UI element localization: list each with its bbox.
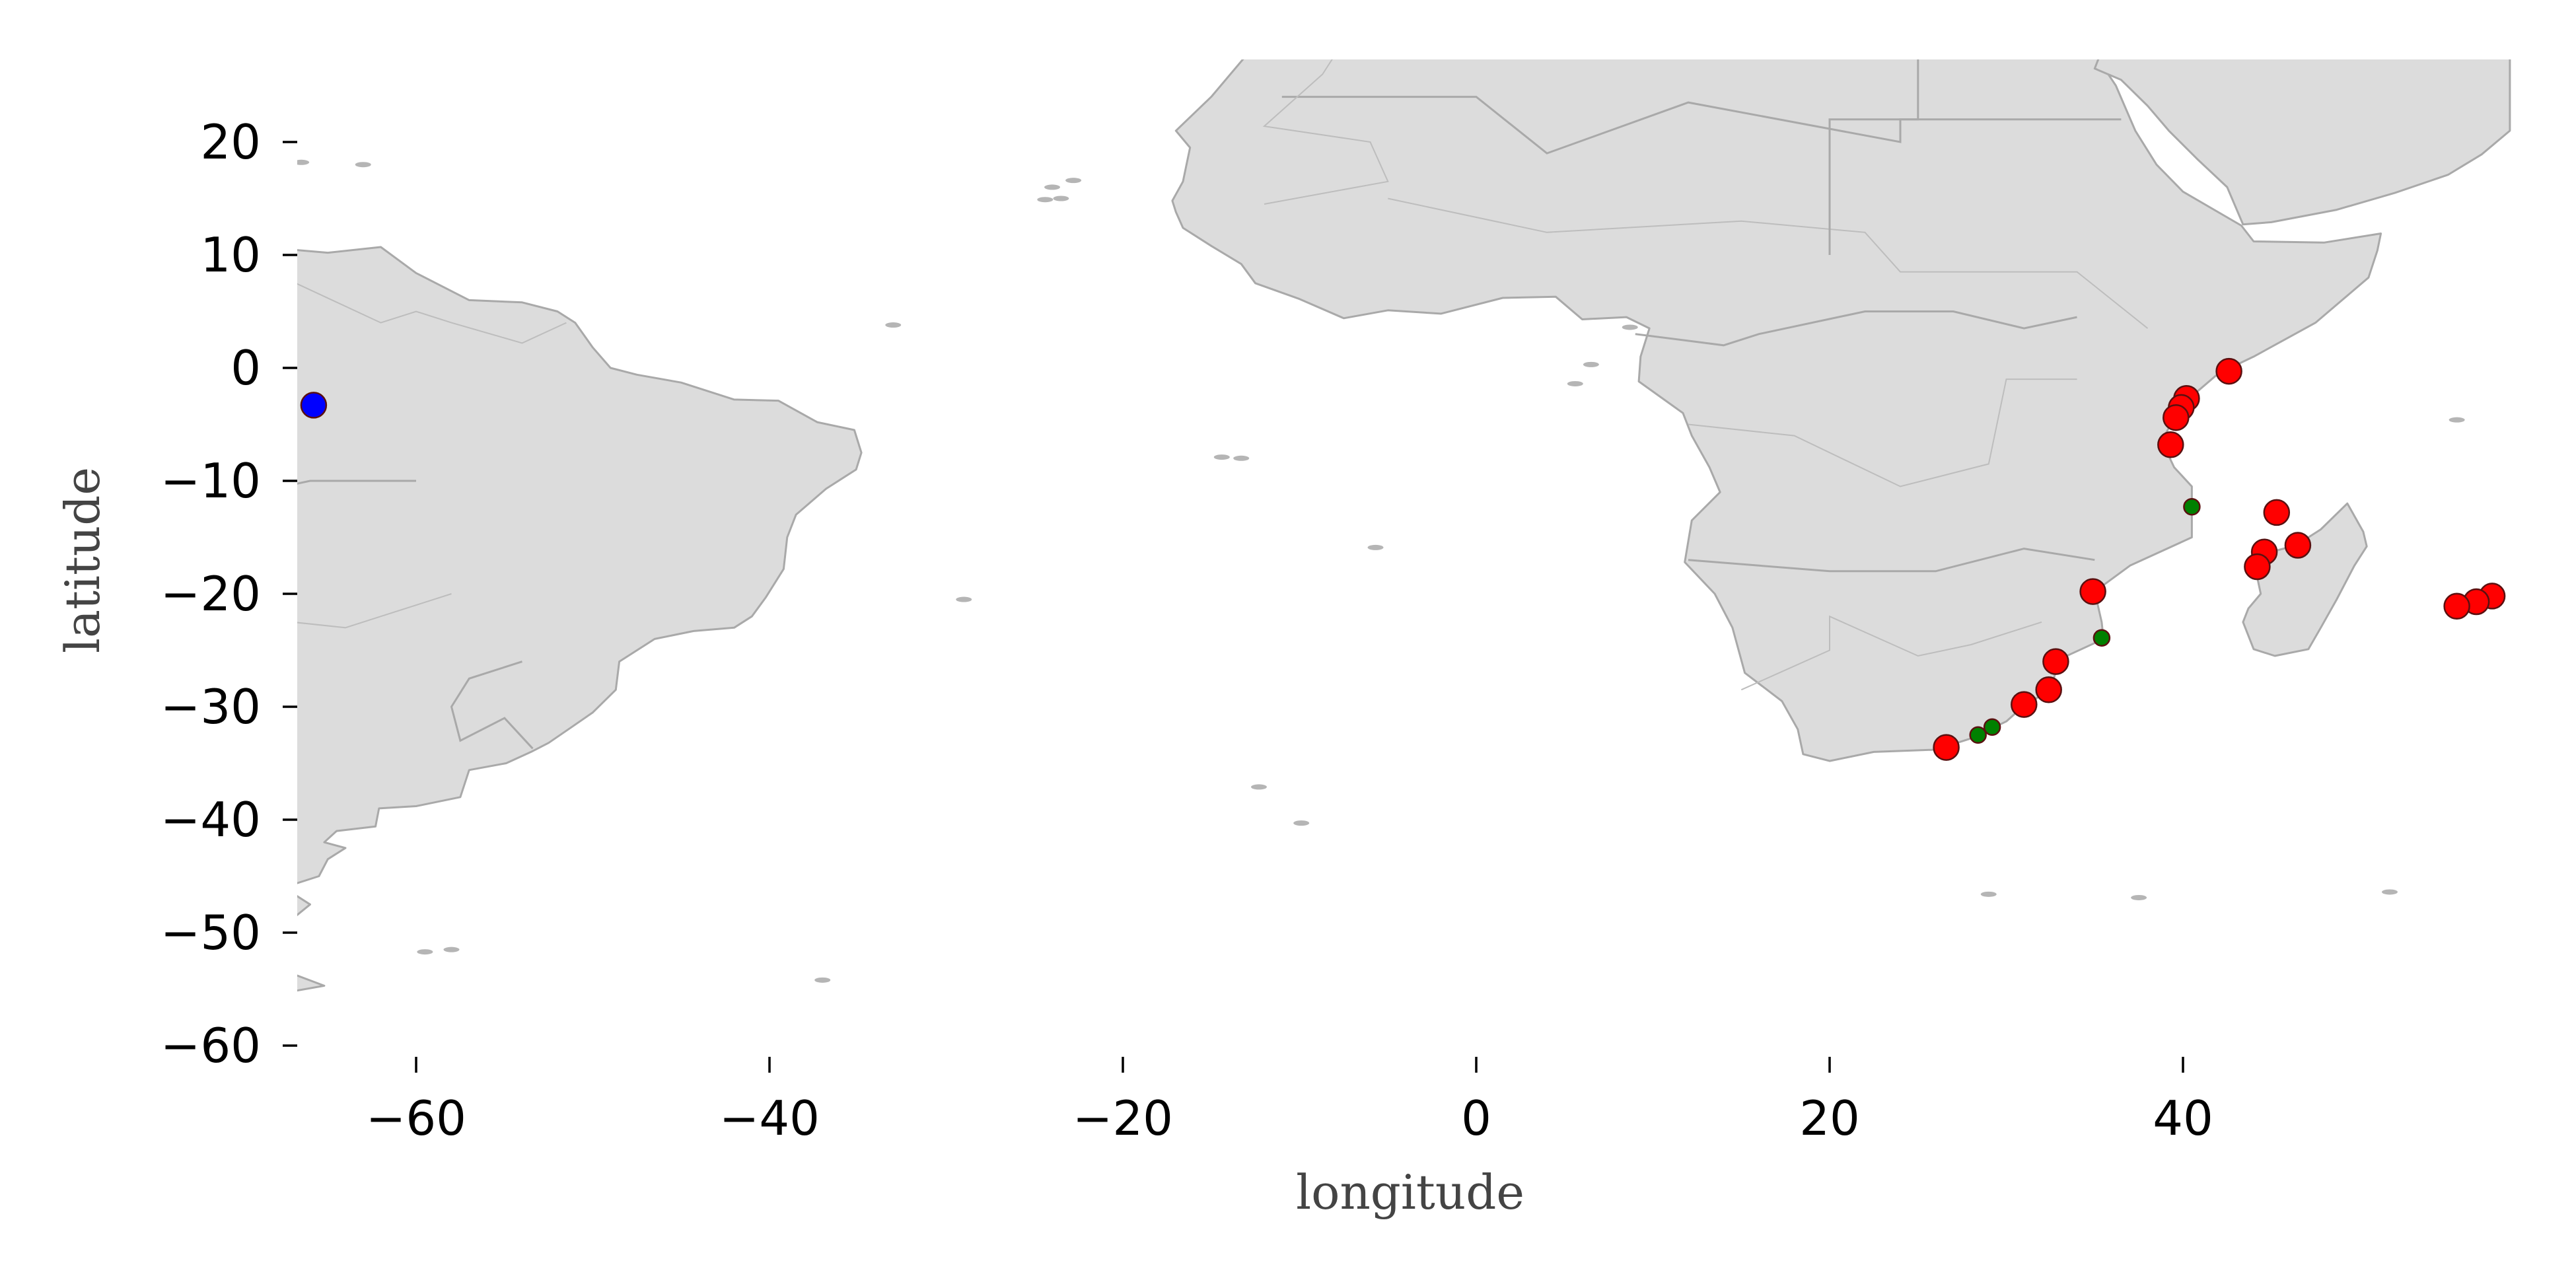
scatter-point [2263,499,2291,526]
country-border [1262,59,1389,205]
x-tick-label: 20 [1799,1091,1860,1146]
scatter-points [300,357,2506,761]
island [1044,184,1060,190]
scatter-point [1983,718,2001,736]
x-axis-ticks: −60 −40 −20 0 20 40 [366,1057,2213,1146]
island [443,947,460,952]
island [1053,196,1069,201]
scatter-point [2035,676,2062,703]
country-border [1828,59,1919,255]
country-border [297,283,567,344]
basemap [297,59,2511,992]
island [1367,544,1384,550]
y-tick-label: −60 [161,1018,261,1073]
y-axis: 20 10 0 −10 −20 −30 −40 −50 −60 latitude [55,114,297,1073]
scatter-point [2163,404,2190,431]
small-islands [297,159,2465,983]
island [1037,197,1054,203]
scatter-point [1933,734,1960,761]
y-tick-label: 10 [200,227,261,283]
y-tick-label: 20 [200,114,261,170]
country-border [1688,548,2095,573]
scatter-point [2079,578,2106,605]
y-tick-label: −50 [161,905,261,960]
island [1583,361,1599,367]
island [1980,891,1997,897]
x-tick-label: 40 [2153,1091,2213,1146]
scatter-point [2157,431,2184,458]
y-tick-label: −10 [161,453,261,509]
scatter-point [2215,357,2242,385]
island [355,162,371,168]
island [1567,380,1583,386]
island [297,159,310,165]
y-axis-label: latitude [55,467,110,653]
scatter-point [2042,648,2069,675]
island [1293,820,1310,826]
x-tick-label: 0 [1461,1091,1491,1146]
scatter-point [2011,691,2038,718]
island [1622,324,1638,330]
country-border [1388,197,2149,329]
scatter-point [300,392,328,419]
island [1250,784,1267,790]
x-tick-label: −60 [366,1091,466,1146]
south-america-landmass [297,246,863,917]
y-tick-label: −20 [161,566,261,622]
country-border [297,480,416,485]
island [885,322,902,328]
country-borders [297,59,2149,750]
country-border [450,661,534,750]
island [1065,178,1082,184]
scatter-point [2284,532,2312,559]
scatter-point [2244,553,2271,581]
arabian-peninsula-landmass [2093,59,2511,226]
island [1213,454,1230,460]
island [956,596,972,602]
scatter-point [1969,726,1987,744]
country-border [1635,310,2077,347]
y-axis-ticks: 20 10 0 −10 −20 −30 −40 −50 −60 [161,114,297,1073]
x-axis: −60 −40 −20 0 20 40 longitude [366,1057,2213,1220]
scatter-point [2443,592,2470,620]
x-axis-label: longitude [1296,1164,1524,1220]
scatter-point [2093,629,2111,647]
country-border [297,593,452,629]
island [2131,894,2147,900]
island [814,977,831,983]
tierra-del-fuego-landmass [297,974,326,992]
madagascar-landmass [2242,502,2368,657]
y-tick-label: −30 [161,679,261,734]
island [2449,417,2465,423]
y-tick-label: −40 [161,792,261,847]
island [1233,455,1250,461]
island [2381,889,2398,895]
x-tick-label: −20 [1073,1091,1173,1146]
country-border [1688,378,2077,487]
scatter-point [2183,498,2201,516]
y-tick-label: 0 [231,340,261,396]
x-tick-label: −40 [719,1091,820,1146]
country-border [1740,615,2042,691]
island [417,949,433,955]
